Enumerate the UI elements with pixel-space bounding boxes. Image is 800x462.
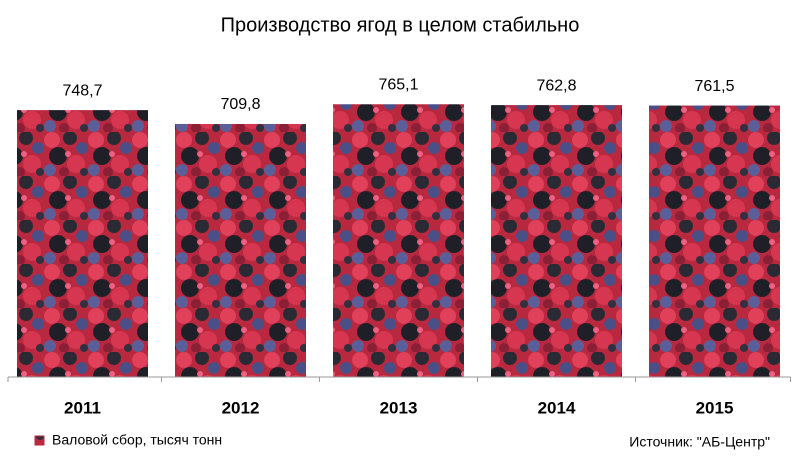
- chart-title: Производство ягод в целом стабильно: [221, 14, 580, 36]
- x-tick-label: 2013: [380, 398, 418, 417]
- legend-label: Валовой сбор, тысяч тонн: [52, 432, 222, 448]
- value-label: 762,8: [536, 77, 576, 94]
- value-label: 748,7: [62, 82, 102, 99]
- value-label: 761,5: [694, 78, 734, 95]
- legend-swatch: [34, 435, 45, 446]
- source-note: Источник: "АБ-Центр": [629, 434, 770, 450]
- value-label: 709,8: [220, 96, 260, 113]
- x-tick-label: 2012: [222, 398, 260, 417]
- value-label: 765,1: [378, 76, 418, 93]
- bar: [175, 123, 306, 377]
- x-tick-label: 2015: [696, 398, 734, 417]
- bar: [333, 104, 464, 378]
- x-tick-label: 2011: [64, 398, 101, 417]
- x-tick-label: 2014: [538, 398, 576, 417]
- bar: [649, 105, 780, 378]
- bar: [17, 110, 148, 377]
- bar: [491, 105, 622, 378]
